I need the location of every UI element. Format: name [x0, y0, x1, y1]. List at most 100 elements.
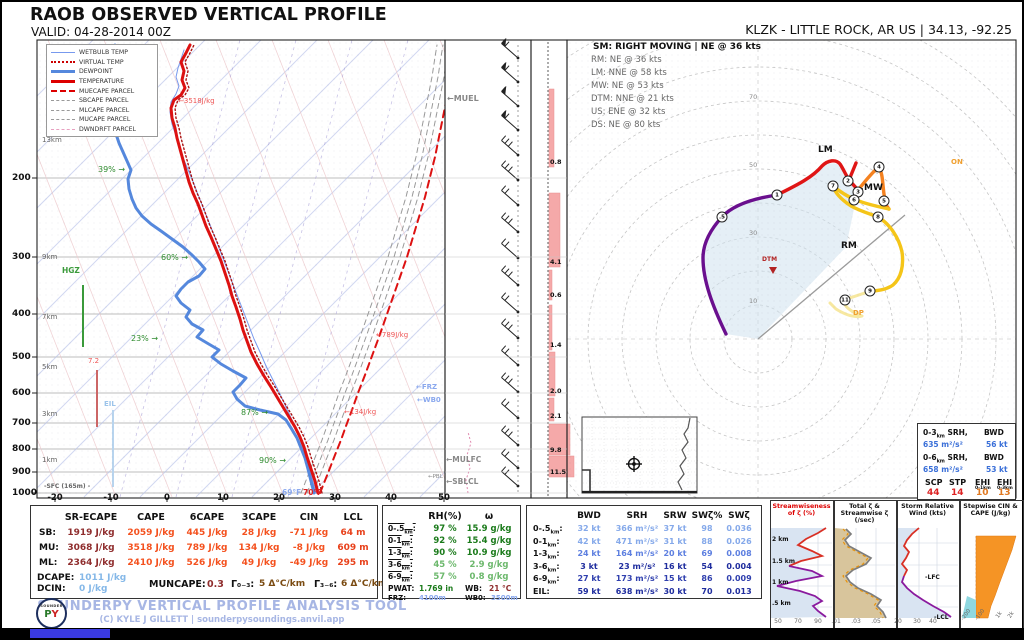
omega-header: ω: [484, 511, 494, 522]
legend-line-sample-icon: [51, 100, 75, 102]
shear-cell: 0.008: [726, 549, 752, 558]
mini-panel-ylabel: 2 km: [772, 536, 789, 543]
lapse-0-3-label: Γ₀₋₃:: [231, 579, 255, 590]
annotation-134jkg: ←134J/kg: [344, 408, 377, 416]
annotation-789jkg: ←789J/kg: [376, 331, 409, 339]
logo-main-text: PY: [44, 608, 59, 620]
rh-row-label: 0-.5km:: [388, 524, 416, 536]
bwd-0-6-label: BWD: [984, 453, 1004, 462]
ehi2-sub: 0-3km: [997, 486, 1013, 491]
ring-label: 50: [749, 161, 758, 169]
legend-item-label: MLCAPE PARCEL: [79, 106, 130, 114]
thermo-cell: 445 J/kg: [186, 528, 228, 538]
mini-panel-tick: 90: [814, 618, 822, 625]
shear-cell: 0.036: [726, 524, 752, 533]
storm-motion-sm: SM: RIGHT MOVING | NE @ 36 kts: [593, 42, 762, 52]
ring-label: 70: [749, 93, 758, 101]
parcel-sbcape: [300, 44, 438, 494]
dcin-value: 0 J/kg: [79, 584, 108, 594]
wind-barb-strip: [465, 38, 520, 495]
shear-table: BWD SRH SRW SWζ% SWζ 0-.5km: 32 kt 366 m²/s² 37 …: [526, 505, 762, 599]
hodo-height-marker: 11: [839, 294, 851, 306]
thermo-cell: 2410 J/kg: [127, 558, 175, 568]
legend-item: MUCAPE PARCEL: [51, 115, 155, 125]
legend-item-label: SBCAPE PARCEL: [79, 97, 129, 105]
shear-cell: 0.009: [726, 574, 752, 583]
legend-item: DWNDRFT PARCEL: [51, 125, 155, 135]
temperature-curve: [169, 43, 320, 495]
legend-item: SBCAPE PARCEL: [51, 96, 155, 106]
km-label: 3km: [42, 410, 58, 418]
thermo-header-cell: CIN: [299, 512, 319, 523]
annotation-hgz: HGZ: [62, 266, 80, 275]
legend-item-label: VIRTUAL TEMP: [79, 58, 124, 66]
omega-value: 15.9 g/kg: [466, 524, 512, 534]
rh-value: 92 %: [433, 536, 457, 546]
bwd-0-6-value: 53 kt: [986, 465, 1008, 474]
km-label: 1km: [42, 456, 58, 464]
annotation-eil: EIL: [104, 400, 116, 408]
shear-cell: 30 kt: [663, 586, 687, 596]
shear-cell: 37 kt: [663, 524, 687, 533]
shear-cell: 164 m²/s²: [615, 549, 659, 558]
legend-line-sample-icon: [51, 70, 75, 74]
cape-bar-value: 4.1: [550, 258, 562, 266]
panel-streamwiseness: [770, 500, 835, 629]
omega-value: 0.8 g/kg: [469, 572, 509, 582]
streamwiseness-title: Streamwiseness of ζ (%): [772, 503, 831, 518]
dtm-marker-icon: [769, 267, 777, 274]
dtm-label: DTM: [762, 256, 778, 263]
cape-bar-value: 1.4: [550, 341, 562, 349]
hodo-height-marker: 2: [842, 175, 854, 187]
sfc-label: -SFC (165m) -: [44, 483, 91, 490]
thermo-header-cell: 6CAPE: [189, 512, 225, 523]
omega-value: 10.9 g/kg: [466, 548, 512, 558]
skewt-legend: WETBULB TEMP VIRTUAL TEMP DEWPOINT TEMPERAT…: [46, 44, 158, 138]
logo-top-text: SOUNDER: [40, 604, 63, 608]
km-label: 9km: [42, 253, 58, 261]
inset-map: [581, 416, 698, 494]
hodo-height-marker: 7: [827, 180, 839, 192]
mini-panel-ylabel: 1 km: [772, 579, 789, 586]
shear-cell: 54: [701, 561, 713, 571]
shear-row-label: 6-9km:: [533, 574, 560, 586]
km-label: 5km: [42, 363, 58, 371]
pressure-tick: 300: [12, 252, 31, 262]
pressure-tick: 1000: [12, 488, 38, 498]
thermo-cell: 28 J/kg: [241, 528, 277, 538]
sounderpy-logo: SOUNDER PY: [36, 598, 67, 629]
thermo-cell: 134 J/kg: [238, 543, 280, 553]
panel-frames: [36, 39, 1017, 499]
srh-0-6-value: 658 m²/s²: [923, 465, 963, 474]
x-axis-tick: -10: [103, 493, 119, 503]
ehi1-label: EHI: [975, 478, 991, 487]
shear-cell: 3 kt: [580, 561, 598, 571]
shear-cell: 471 m²/s²: [615, 536, 659, 546]
shear-cell: 69: [701, 549, 713, 558]
ring-label: 10: [749, 297, 758, 305]
dp-label: DP: [853, 309, 864, 317]
legend-item: DEWPOINT: [51, 67, 155, 77]
thermo-cell: 2364 J/kg: [67, 558, 115, 568]
shear-cell: 32 kt: [577, 524, 601, 533]
legend-item-label: TEMPERATURE: [79, 78, 124, 86]
station-title: KLZK - LITTLE ROCK, AR US | 34.13, -92.2…: [745, 22, 1012, 37]
annotation-lapse72: 7.2: [88, 357, 100, 365]
storm-motion-item: MW: NE @ 53 kts: [591, 81, 664, 91]
storm-motion-item: DS: NE @ 80 kts: [591, 120, 661, 130]
annotation-muel: ←MUEL: [447, 94, 479, 103]
lm-label: LM: [818, 145, 833, 155]
wetbulb-curve: [169, 49, 317, 494]
shear-row-label: 3-6km:: [533, 561, 560, 574]
annotation-mucape-el: ←3518J/kg: [178, 97, 215, 105]
rh-row-label: 1-3km:: [388, 548, 413, 560]
x-axis-tick: 40: [385, 493, 397, 503]
cape-bar-value: 0.8: [550, 158, 562, 166]
stepwise-cape-title: Stepwise CIN & CAPE (J/kg): [963, 503, 1018, 518]
pressure-tick: 700: [12, 418, 31, 428]
legend-item: WETBULB TEMP: [51, 48, 155, 58]
cape-bar-strip: [547, 42, 575, 496]
legend-item: MLCAPE PARCEL: [51, 106, 155, 116]
thermo-cell: -8 J/kg: [292, 543, 326, 553]
